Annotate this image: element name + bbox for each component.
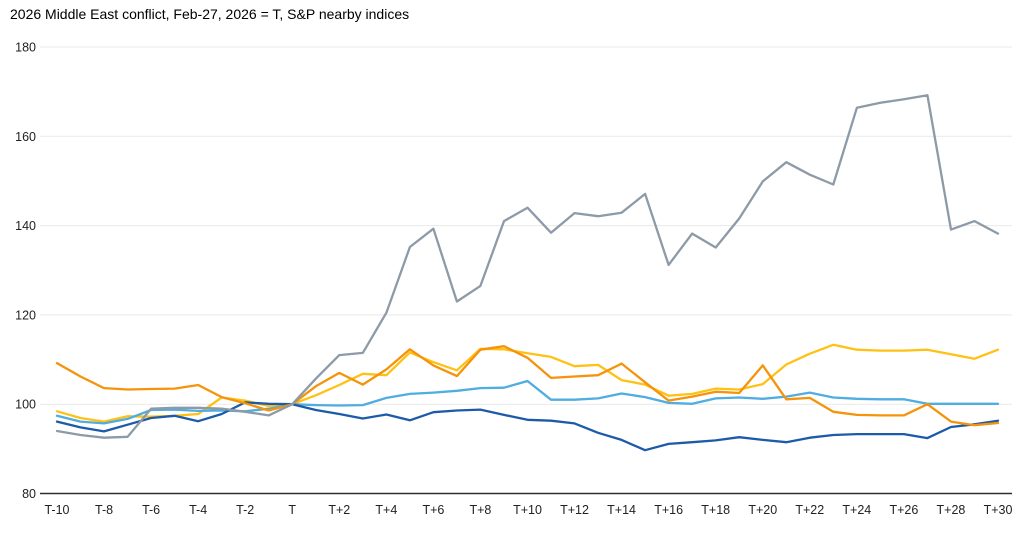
x-tick-label: T-4: [189, 503, 207, 517]
series-line-light-blue: [55, 379, 1000, 425]
x-tick-label: T+30: [984, 503, 1013, 517]
x-tick-label: T-8: [95, 503, 113, 517]
series-line-dark-blue: [55, 401, 1000, 452]
y-tick-label: 180: [15, 41, 36, 55]
x-tick-label: T+26: [889, 503, 918, 517]
y-tick-label: 120: [15, 308, 36, 322]
series-line-yellow: [55, 343, 1000, 423]
y-tick-label: 100: [15, 398, 36, 412]
y-tick-label: 80: [22, 487, 36, 501]
series-line-gray: [55, 94, 1000, 439]
x-tick-label: T+20: [748, 503, 777, 517]
y-tick-label: 160: [15, 130, 36, 144]
x-tick-label: T+28: [937, 503, 966, 517]
x-tick-label: T+24: [842, 503, 871, 517]
x-tick-label: T+10: [513, 503, 542, 517]
x-tick-label: T-2: [236, 503, 254, 517]
x-tick-label: T+8: [470, 503, 492, 517]
series-line-orange: [55, 345, 1000, 427]
chart-title: 2026 Middle East conflict, Feb-27, 2026 …: [10, 6, 410, 22]
x-tick-label: T+22: [795, 503, 824, 517]
x-tick-label: T+16: [654, 503, 683, 517]
y-tick-label: 140: [15, 219, 36, 233]
x-tick-label: T: [288, 503, 296, 517]
x-tick-label: T+6: [422, 503, 444, 517]
x-tick-label: T+18: [701, 503, 730, 517]
x-tick-label: T-10: [44, 503, 69, 517]
x-tick-label: T+2: [328, 503, 350, 517]
x-tick-label: T+4: [375, 503, 397, 517]
x-tick-label: T+14: [607, 503, 636, 517]
x-tick-label: T+12: [560, 503, 589, 517]
x-tick-label: T-6: [142, 503, 160, 517]
